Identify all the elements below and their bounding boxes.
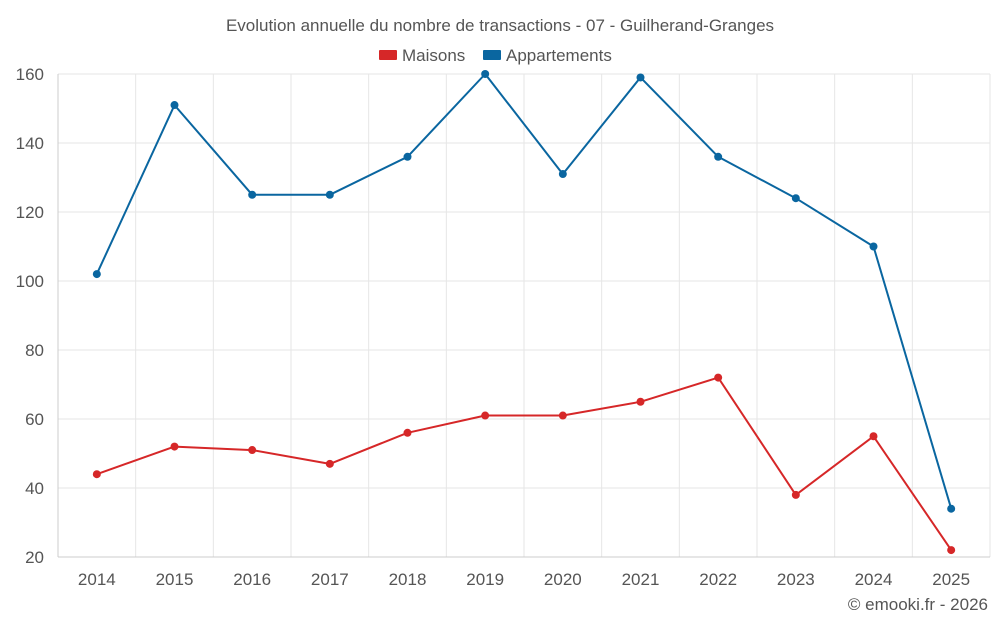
legend-item-appartements[interactable]: Appartements: [483, 46, 612, 65]
series-appartements: [92, 70, 956, 513]
data-point-appartements[interactable]: [325, 190, 334, 199]
data-point-appartements[interactable]: [170, 101, 179, 110]
x-tick-label: 2018: [389, 570, 427, 589]
data-point-maisons[interactable]: [92, 470, 101, 479]
data-point-maisons[interactable]: [170, 442, 179, 451]
y-tick-label: 60: [25, 410, 44, 429]
x-tick-label: 2019: [466, 570, 504, 589]
plot-area: [92, 70, 956, 555]
legend: Maisons Appartements: [379, 46, 612, 65]
x-tick-label: 2022: [699, 570, 737, 589]
series-line-appartements: [95, 73, 953, 509]
data-point-appartements[interactable]: [248, 190, 257, 199]
data-point-appartements[interactable]: [481, 70, 490, 78]
x-tick-label: 2024: [855, 570, 893, 589]
x-tick-label: 2017: [311, 570, 349, 589]
data-point-appartements[interactable]: [869, 242, 878, 251]
x-tick-label: 2016: [233, 570, 271, 589]
data-point-maisons[interactable]: [869, 432, 878, 441]
y-tick-label: 160: [16, 65, 44, 84]
x-tick-label: 2025: [932, 570, 970, 589]
series-line-maisons: [96, 376, 953, 551]
axes: 20 40 60 80 100 120 140 160 2014 2015 2016 2017 2018…: [16, 65, 990, 589]
data-point-appartements[interactable]: [714, 152, 723, 161]
x-tick-label: 2021: [622, 570, 660, 589]
grid: [57, 73, 991, 558]
legend-label-maisons: Maisons: [402, 46, 465, 65]
y-tick-label: 80: [25, 341, 44, 360]
data-point-maisons[interactable]: [248, 446, 257, 455]
x-tick-label: 2015: [156, 570, 194, 589]
x-tick-label: 2020: [544, 570, 582, 589]
series-maisons: [92, 373, 956, 555]
y-tick-label: 40: [25, 479, 44, 498]
data-point-maisons[interactable]: [403, 428, 412, 437]
legend-label-appartements: Appartements: [506, 46, 612, 65]
legend-swatch-maisons: [379, 50, 397, 60]
legend-item-maisons[interactable]: Maisons: [379, 46, 465, 65]
x-tick-label: 2014: [78, 570, 116, 589]
y-tick-label: 140: [16, 134, 44, 153]
credit-text: © emooki.fr - 2026: [848, 595, 988, 614]
y-tick-label: 100: [16, 272, 44, 291]
data-point-maisons[interactable]: [558, 411, 567, 420]
data-point-maisons[interactable]: [636, 397, 645, 406]
data-point-maisons[interactable]: [947, 546, 956, 555]
data-point-appartements[interactable]: [92, 270, 101, 279]
y-tick-label: 20: [25, 548, 44, 567]
y-tick-label: 120: [16, 203, 44, 222]
data-point-appartements[interactable]: [403, 152, 412, 161]
x-tick-label: 2023: [777, 570, 815, 589]
data-point-maisons[interactable]: [481, 411, 490, 420]
legend-swatch-appartements: [483, 50, 501, 60]
data-point-appartements[interactable]: [947, 504, 956, 513]
data-point-maisons[interactable]: [325, 459, 334, 468]
data-point-appartements[interactable]: [636, 73, 645, 82]
chart-title: Evolution annuelle du nombre de transact…: [226, 16, 774, 35]
data-point-maisons[interactable]: [791, 490, 800, 499]
data-point-appartements[interactable]: [558, 170, 567, 179]
data-point-appartements[interactable]: [791, 194, 800, 203]
data-point-maisons[interactable]: [714, 373, 723, 382]
